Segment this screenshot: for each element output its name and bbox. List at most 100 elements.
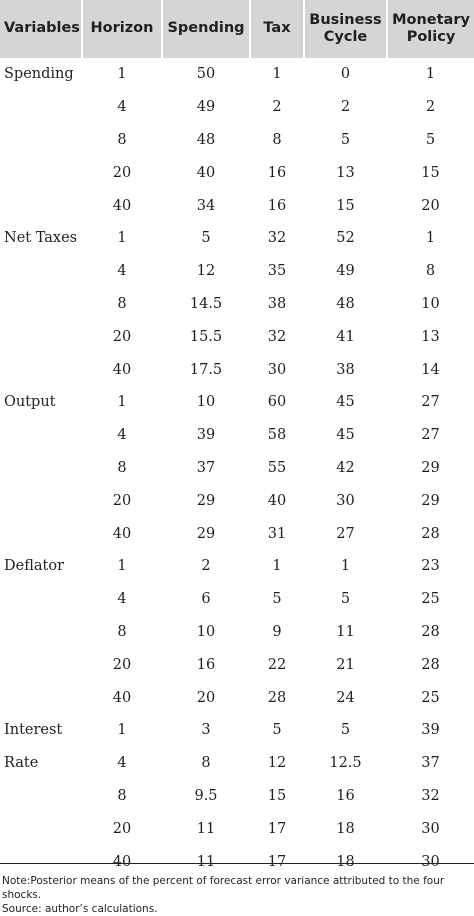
cell-business-cycle: 24	[336, 689, 355, 706]
cell-business-cycle: 18	[336, 820, 355, 837]
cell-horizon: 8	[117, 623, 127, 640]
cell-variable	[0, 517, 82, 550]
table-row: 4 49 2 2 2	[0, 91, 474, 124]
table-body: Spending 1 50 1 0 1 4 49 2 2 2 8 48 8 5 5 20 40 16 13 15 40 34…	[0, 58, 474, 878]
cell-monetary-policy: 32	[421, 787, 440, 804]
cell-business-cycle: 16	[336, 787, 355, 804]
cell-business-cycle: 45	[336, 427, 355, 444]
cell-spending: 8	[201, 755, 211, 772]
cell-business-cycle: 45	[336, 394, 355, 411]
cell-tax: 16	[267, 164, 287, 181]
header-business-cycle: Business Cycle	[303, 0, 387, 58]
header-horizon: Horizon	[81, 0, 162, 58]
cell-business-cycle: 21	[336, 656, 355, 673]
cell-business-cycle: 49	[336, 263, 355, 280]
cell-tax: 15	[267, 787, 287, 804]
cell-tax: 12	[267, 755, 287, 772]
cell-spending: 6	[201, 591, 211, 608]
cell-monetary-policy: 37	[421, 755, 440, 772]
cell-tax: 5	[272, 591, 282, 608]
header-business-cycle-line1: Business	[309, 11, 382, 28]
cell-variable	[0, 452, 82, 485]
cell-spending: 16	[196, 656, 216, 673]
table-row: 40 11 17 18 30	[0, 845, 474, 878]
cell-monetary-policy: 28	[421, 623, 440, 640]
table-row: 20 29 40 30 29	[0, 484, 474, 517]
cell-spending: 48	[196, 131, 216, 148]
cell-monetary-policy: 14	[421, 361, 440, 378]
cell-horizon: 4	[117, 591, 127, 608]
cell-tax: 5	[272, 722, 282, 739]
cell-spending: 14.5	[189, 295, 223, 312]
cell-business-cycle: 13	[336, 164, 355, 181]
cell-monetary-policy: 1	[425, 230, 436, 247]
cell-monetary-policy: 28	[421, 525, 440, 542]
table-row: 8 14.5 38 48 10	[0, 288, 474, 321]
cell-variable	[0, 616, 82, 649]
cell-spending: 11	[196, 820, 216, 837]
cell-horizon: 1	[117, 394, 127, 411]
cell-monetary-policy: 5	[425, 131, 436, 148]
cell-horizon: 40	[112, 197, 132, 214]
cell-monetary-policy: 27	[421, 427, 440, 444]
table-row: 8 48 8 5 5	[0, 124, 474, 157]
cell-tax: 1	[272, 66, 282, 83]
cell-tax: 30	[267, 361, 287, 378]
cell-monetary-policy: 20	[421, 197, 440, 214]
cell-spending: 29	[196, 525, 216, 542]
cell-horizon: 1	[117, 230, 127, 247]
cell-spending: 39	[196, 427, 216, 444]
cell-monetary-policy: 29	[421, 459, 440, 476]
cell-business-cycle: 38	[336, 361, 355, 378]
cell-business-cycle: 15	[336, 197, 355, 214]
cell-horizon: 1	[117, 722, 127, 739]
cell-monetary-policy: 30	[421, 853, 440, 870]
cell-spending: 3	[201, 722, 211, 739]
cell-horizon: 4	[117, 263, 127, 280]
cell-tax: 32	[267, 230, 287, 247]
cell-tax: 58	[267, 427, 287, 444]
header-monetary-policy: Monetary Policy	[386, 0, 474, 58]
cell-business-cycle: 5	[340, 722, 351, 739]
cell-variable: Rate	[4, 755, 39, 772]
header-monetary-policy-line2: Policy	[406, 29, 456, 45]
table-bottom-rule	[0, 863, 474, 864]
table-row: 8 10 9 11 28	[0, 616, 474, 649]
cell-tax: 22	[267, 656, 287, 673]
cell-horizon: 20	[112, 492, 132, 509]
cell-tax: 32	[267, 328, 287, 345]
cell-spending: 34	[196, 197, 216, 214]
cell-spending: 9.5	[194, 787, 218, 804]
cell-spending: 10	[196, 394, 216, 411]
cell-variable: Output	[4, 394, 56, 411]
cell-monetary-policy: 15	[421, 164, 440, 181]
cell-monetary-policy: 23	[421, 558, 440, 575]
cell-tax: 28	[267, 689, 287, 706]
cell-horizon: 8	[117, 787, 127, 804]
cell-tax: 35	[267, 263, 287, 280]
cell-monetary-policy: 27	[421, 394, 440, 411]
cell-spending: 11	[196, 853, 216, 870]
cell-horizon: 20	[112, 328, 132, 345]
cell-spending: 37	[196, 459, 216, 476]
header-variables: Variables	[0, 0, 82, 58]
cell-tax: 31	[267, 525, 287, 542]
cell-monetary-policy: 2	[425, 99, 436, 116]
cell-spending: 40	[196, 164, 216, 181]
cell-tax: 60	[267, 394, 287, 411]
cell-business-cycle: 48	[336, 295, 355, 312]
cell-business-cycle: 41	[336, 328, 355, 345]
cell-tax: 8	[272, 131, 282, 148]
cell-business-cycle: 12.5	[329, 755, 362, 772]
cell-variable	[0, 812, 82, 845]
cell-spending: 2	[201, 558, 211, 575]
cell-monetary-policy: 13	[421, 328, 440, 345]
cell-horizon: 40	[112, 853, 132, 870]
table-row: 4 6 5 5 25	[0, 583, 474, 616]
cell-tax: 38	[267, 295, 287, 312]
cell-business-cycle: 0	[340, 66, 351, 83]
table-row: 4 12 35 49 8	[0, 255, 474, 288]
cell-variable	[0, 189, 82, 222]
table-header: Variables Horizon Spending Tax Business …	[0, 0, 474, 58]
